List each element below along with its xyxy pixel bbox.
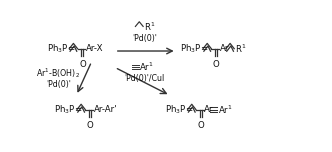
Text: Ph$_3$P$\!=\!$: Ph$_3$P$\!=\!$: [181, 42, 209, 55]
Text: R$^1$: R$^1$: [144, 20, 155, 33]
Text: Ph$_3$P$\!=\!$: Ph$_3$P$\!=\!$: [165, 103, 194, 116]
Text: Ar: Ar: [219, 44, 229, 53]
Text: Ar$^1$-B(OH)$_2$: Ar$^1$-B(OH)$_2$: [36, 66, 80, 80]
Text: 'Pd(0)': 'Pd(0)': [46, 80, 71, 89]
Text: 'Pd(0)': 'Pd(0)': [132, 34, 157, 43]
Text: R$^1$: R$^1$: [235, 42, 246, 55]
Text: Ar$^1$: Ar$^1$: [139, 61, 154, 73]
Text: O: O: [79, 60, 86, 69]
Text: O: O: [87, 121, 94, 130]
Text: Ph$_3$P$\!=\!$: Ph$_3$P$\!=\!$: [46, 42, 75, 55]
Text: Ar$^1$: Ar$^1$: [218, 103, 233, 116]
Text: Ph$_3$P$\!=\!$: Ph$_3$P$\!=\!$: [54, 103, 83, 116]
Text: 'Pd(0)'/CuI: 'Pd(0)'/CuI: [124, 74, 165, 83]
Text: Ar: Ar: [204, 105, 213, 114]
Text: Ar-Ar': Ar-Ar': [94, 105, 117, 114]
Text: O: O: [213, 60, 219, 69]
Text: Ar-X: Ar-X: [86, 44, 103, 53]
Text: O: O: [198, 121, 204, 130]
